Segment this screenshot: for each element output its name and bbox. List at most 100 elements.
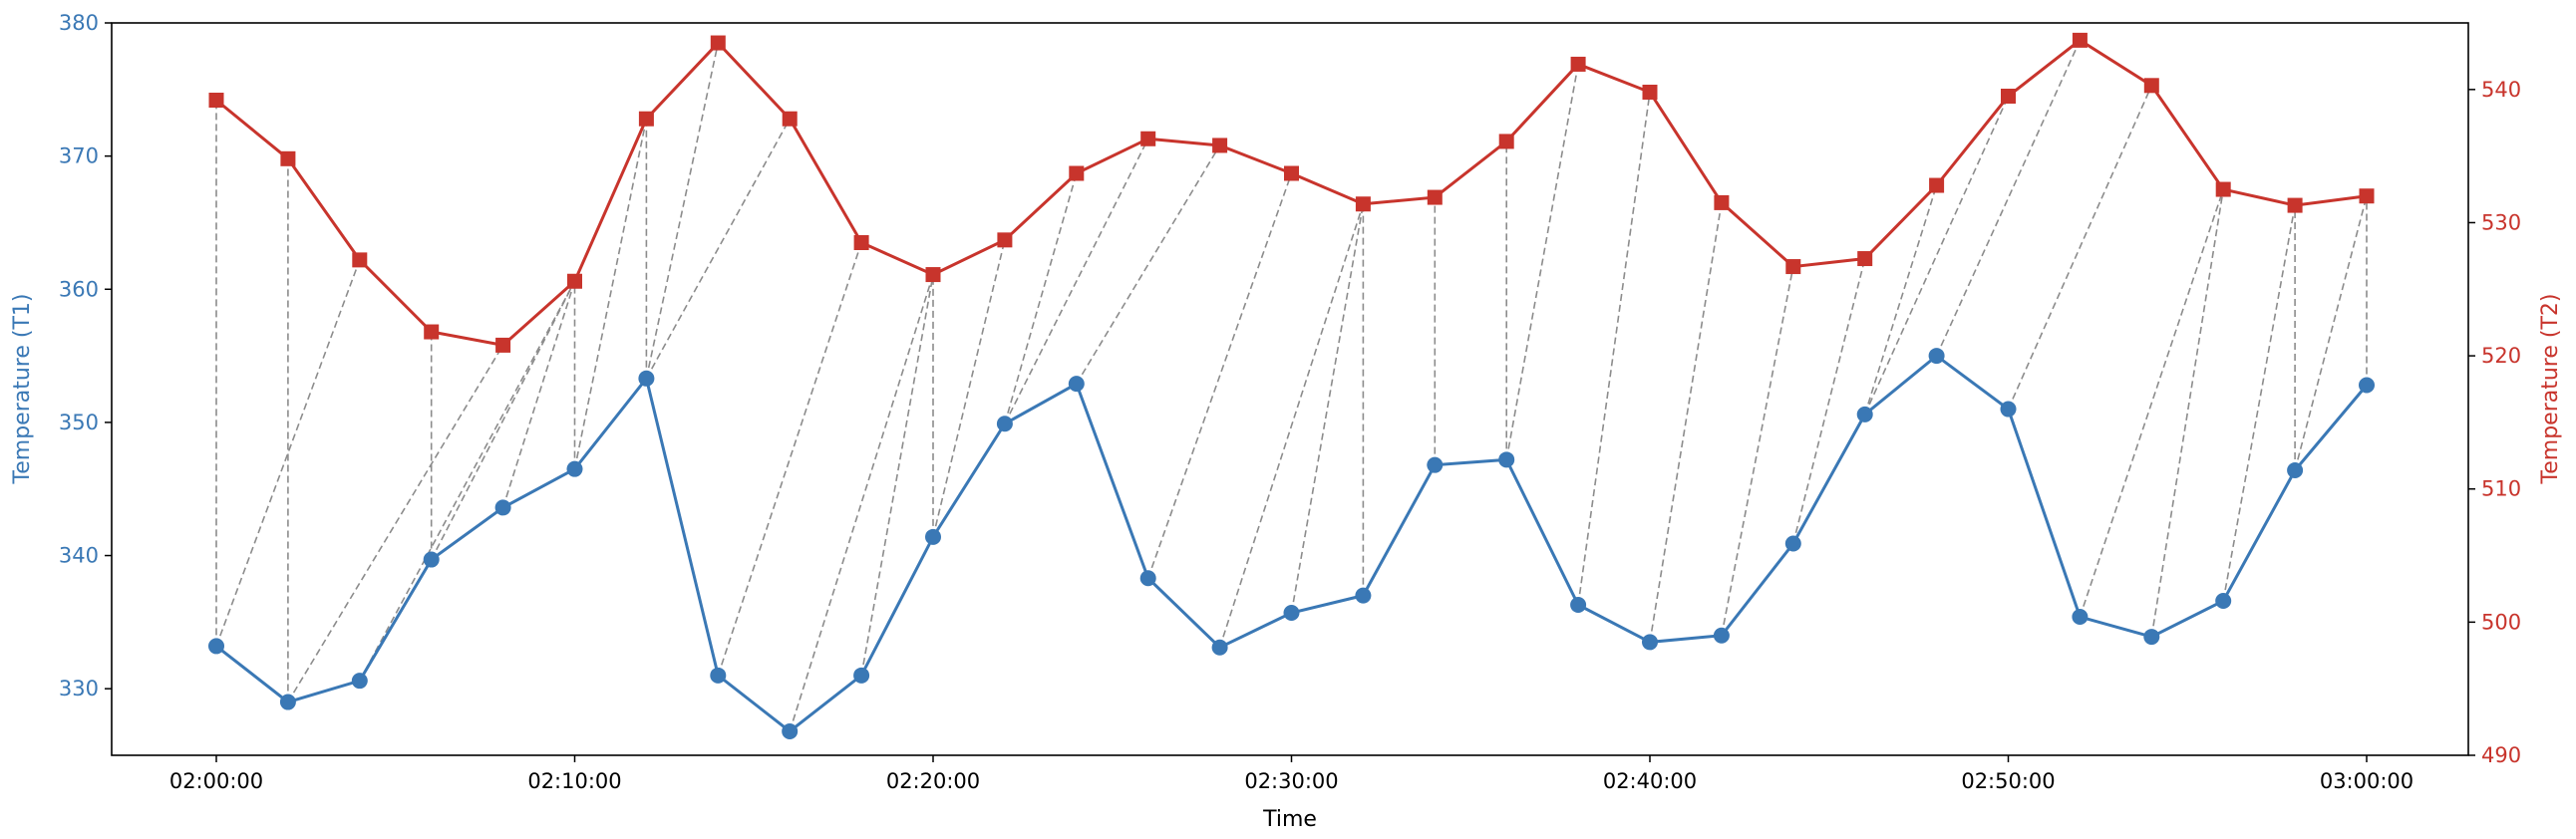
point-t1	[782, 722, 799, 739]
point-t2	[638, 111, 654, 127]
point-t2	[1785, 259, 1801, 275]
point-t2	[2287, 197, 2303, 213]
x-tick-label: 02:50:00	[1961, 769, 2055, 793]
point-t2	[710, 35, 726, 51]
point-t2	[1714, 194, 1730, 210]
connection-lines	[215, 40, 2368, 732]
point-t2	[997, 232, 1013, 248]
connection-line	[1004, 138, 1149, 424]
left-y-tick-label: 360	[59, 277, 99, 301]
point-t2	[2072, 32, 2088, 48]
point-t1	[853, 667, 870, 684]
point-t1	[1570, 596, 1587, 613]
right-y-axis-title: Temperature (T2)	[2538, 294, 2563, 485]
right-y-tick-label: 490	[2481, 743, 2521, 767]
point-t1	[279, 694, 296, 710]
point-t1	[2072, 609, 2089, 626]
x-tick-label: 02:40:00	[1603, 769, 1697, 793]
point-t1	[1642, 634, 1658, 651]
x-tick-label: 02:20:00	[886, 769, 980, 793]
point-t1	[2000, 401, 2017, 418]
right-y-tick-label: 530	[2481, 210, 2521, 234]
point-t2	[925, 267, 941, 283]
connection-line	[932, 239, 1006, 538]
connection-line	[645, 118, 791, 380]
point-t1	[1498, 451, 1515, 468]
right-y-tick-label: 520	[2481, 344, 2521, 368]
point-t2	[1929, 177, 1945, 193]
point-t1	[1856, 406, 1873, 422]
point-t2	[1069, 165, 1085, 181]
connection-line	[287, 344, 504, 702]
x-axis: 02:00:00 02:10:00 02:20:00 02:30:00 02:40:00…	[169, 755, 2414, 793]
point-t2	[1642, 84, 1658, 100]
right-y-axis: 490 500 510 520 530 540	[2468, 78, 2521, 767]
point-t2	[2001, 89, 2016, 104]
point-t1	[996, 416, 1013, 432]
left-y-axis-title: Temperature (T1)	[10, 294, 35, 485]
point-t2	[208, 93, 224, 109]
left-y-tick-label: 350	[59, 411, 99, 434]
connection-line	[645, 42, 720, 379]
connection-line	[1076, 144, 1221, 385]
point-t1	[1928, 348, 1945, 365]
point-t1	[1068, 376, 1085, 393]
point-t1	[208, 638, 224, 655]
point-t2	[2143, 78, 2159, 94]
point-t2	[352, 252, 368, 268]
point-t1	[925, 528, 941, 545]
connection-line	[1146, 172, 1293, 579]
point-t2	[1140, 131, 1156, 146]
connection-line	[860, 274, 934, 676]
point-t2	[1857, 251, 1873, 267]
left-y-tick-label: 370	[59, 144, 99, 168]
left-y-tick-label: 330	[59, 677, 99, 700]
point-t1	[1211, 639, 1228, 656]
connection-line	[717, 242, 862, 677]
series-line-t2	[215, 38, 2368, 348]
x-tick-label: 03:00:00	[2320, 769, 2414, 793]
point-t2	[1355, 196, 1371, 212]
left-y-axis: 330 340 350 360 370 380	[59, 11, 112, 700]
connection-line	[1290, 203, 1365, 614]
point-t1	[1139, 570, 1156, 587]
connection-line	[1218, 203, 1365, 649]
connection-line	[2079, 188, 2224, 618]
connection-line	[2222, 204, 2296, 602]
point-t1	[423, 551, 440, 568]
right-y-tick-label: 510	[2481, 477, 2521, 501]
x-tick-label: 02:30:00	[1244, 769, 1338, 793]
connection-line	[1863, 184, 1938, 416]
point-t1	[638, 370, 655, 387]
point-t1	[351, 673, 368, 690]
connection-line	[1863, 96, 2010, 416]
point-t2	[1498, 134, 1514, 149]
connection-line	[215, 259, 361, 647]
series-line-t1	[215, 354, 2369, 733]
right-y-tick-label: 540	[2481, 78, 2521, 102]
left-y-tick-label: 340	[59, 544, 99, 568]
connection-line	[1935, 40, 2082, 357]
series-right-t2	[208, 32, 2375, 353]
connection-line	[1505, 64, 1579, 460]
point-t2	[1570, 56, 1586, 72]
connection-line	[359, 280, 576, 682]
connection-line	[1577, 92, 1651, 606]
point-t1	[494, 499, 511, 516]
connection-line	[573, 119, 648, 469]
x-tick-label: 02:10:00	[527, 769, 621, 793]
point-t1	[2215, 592, 2232, 609]
connection-line	[501, 281, 576, 508]
point-t1	[1713, 627, 1730, 644]
point-t1	[2359, 377, 2375, 394]
point-t1	[710, 667, 727, 684]
point-t1	[1784, 535, 1801, 552]
point-t1	[2143, 629, 2160, 646]
connection-line	[1721, 266, 1794, 636]
point-t2	[280, 150, 296, 166]
point-t1	[2287, 462, 2304, 479]
point-t1	[566, 460, 583, 477]
connection-line	[1004, 172, 1078, 424]
right-y-tick-label: 500	[2481, 610, 2521, 634]
